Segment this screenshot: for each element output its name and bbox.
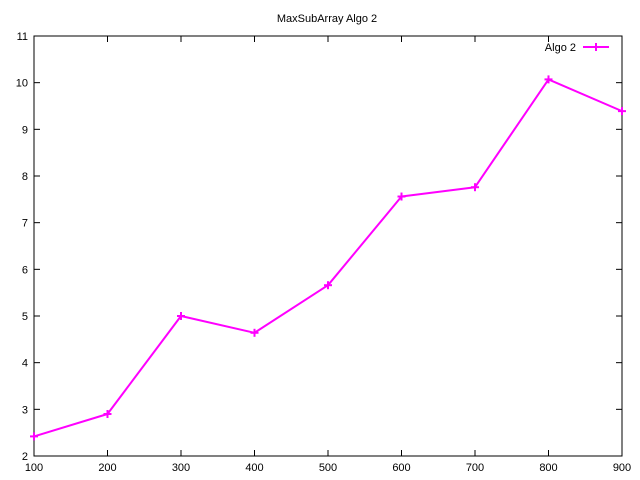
data-point xyxy=(397,192,406,201)
y-tick-label: 2 xyxy=(22,451,28,463)
y-tick-label: 11 xyxy=(17,31,28,43)
chart-title: MaxSubArray Algo 2 xyxy=(277,13,377,25)
x-tick-label: 200 xyxy=(98,462,116,474)
x-tick-label: 500 xyxy=(319,462,337,474)
y-tick-label: 9 xyxy=(22,124,28,136)
data-point xyxy=(544,75,553,84)
x-tick-label: 600 xyxy=(392,462,410,474)
series-layer xyxy=(30,75,626,441)
axes: 100 200 300 400 500 600 700 800 900 2 3 4 5 6 7 8 9 10 11 xyxy=(16,31,631,474)
y-tick-label: 4 xyxy=(22,358,28,370)
data-point xyxy=(177,312,185,320)
x-tick-label: 100 xyxy=(25,462,43,474)
legend-label-algo-2: Algo 2 xyxy=(545,42,576,54)
x-tick-label: 800 xyxy=(539,462,557,474)
y-tick-label: 7 xyxy=(22,218,28,230)
y-tick-label: 3 xyxy=(22,404,28,416)
data-point xyxy=(324,281,332,290)
x-tick-label: 900 xyxy=(613,462,631,474)
legend: Algo 2 xyxy=(545,42,609,54)
series-line-algo-2 xyxy=(33,78,623,438)
data-point xyxy=(250,328,259,337)
data-point xyxy=(618,107,626,116)
x-tick-label: 300 xyxy=(172,462,190,474)
y-tick-label: 10 xyxy=(16,78,28,90)
y-tick-label: 6 xyxy=(22,264,28,276)
x-tick-label: 400 xyxy=(245,462,263,474)
data-point xyxy=(103,410,112,418)
x-tick-label: 700 xyxy=(466,462,484,474)
y-tick-label: 5 xyxy=(22,311,28,323)
data-point xyxy=(30,432,38,441)
y-tick-label: 8 xyxy=(22,171,28,183)
data-point xyxy=(471,183,479,192)
